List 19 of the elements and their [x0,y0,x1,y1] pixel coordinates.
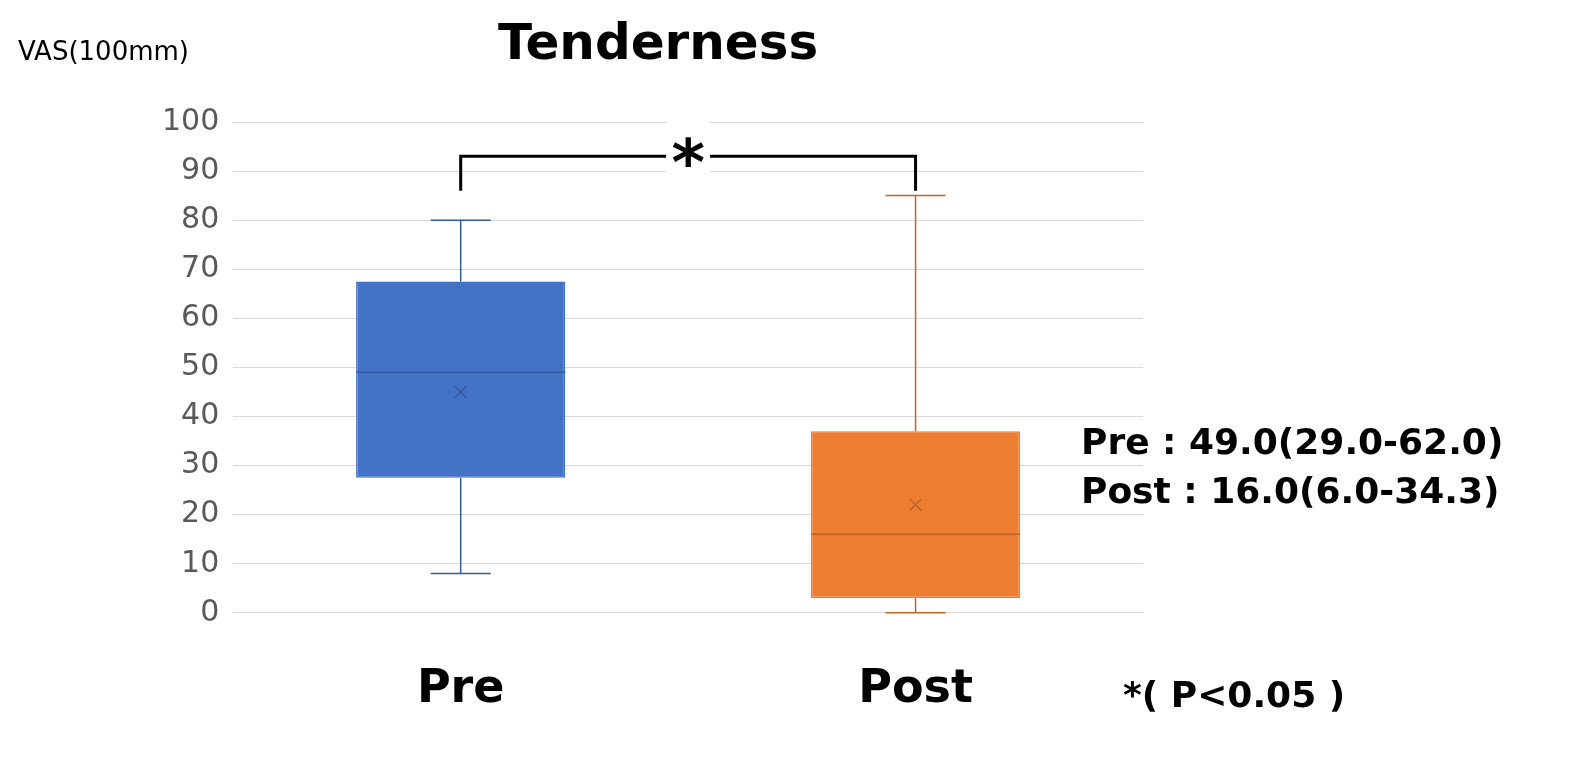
y-tick-label: 40 [181,396,220,432]
text: *( P<0.05 ) [1123,674,1346,716]
chart-title: Tenderness [497,12,819,71]
x-tick-label: Post [858,659,973,714]
y-tick-label: 10 [181,543,220,579]
y-axis-title: VAS(100mm) [18,35,189,66]
y-tick-label: 90 [181,150,220,186]
y-tick-label: 80 [181,199,220,235]
annotation: Pre : 49.0(29.0-62.0) [1081,421,1504,463]
y-tick-label: 20 [181,494,220,530]
y-tick-label: 100 [162,101,220,137]
y-tick-label: 70 [181,249,220,285]
annotation: * [671,125,705,200]
y-tick-label: 30 [181,445,220,481]
y-tick-label: 50 [181,347,220,383]
x-tick-label: Pre [416,659,505,714]
y-tick-label: 60 [181,298,220,334]
y-tick-label: 0 [200,592,220,628]
annotation: Post : 16.0(6.0-34.3) [1081,470,1500,512]
